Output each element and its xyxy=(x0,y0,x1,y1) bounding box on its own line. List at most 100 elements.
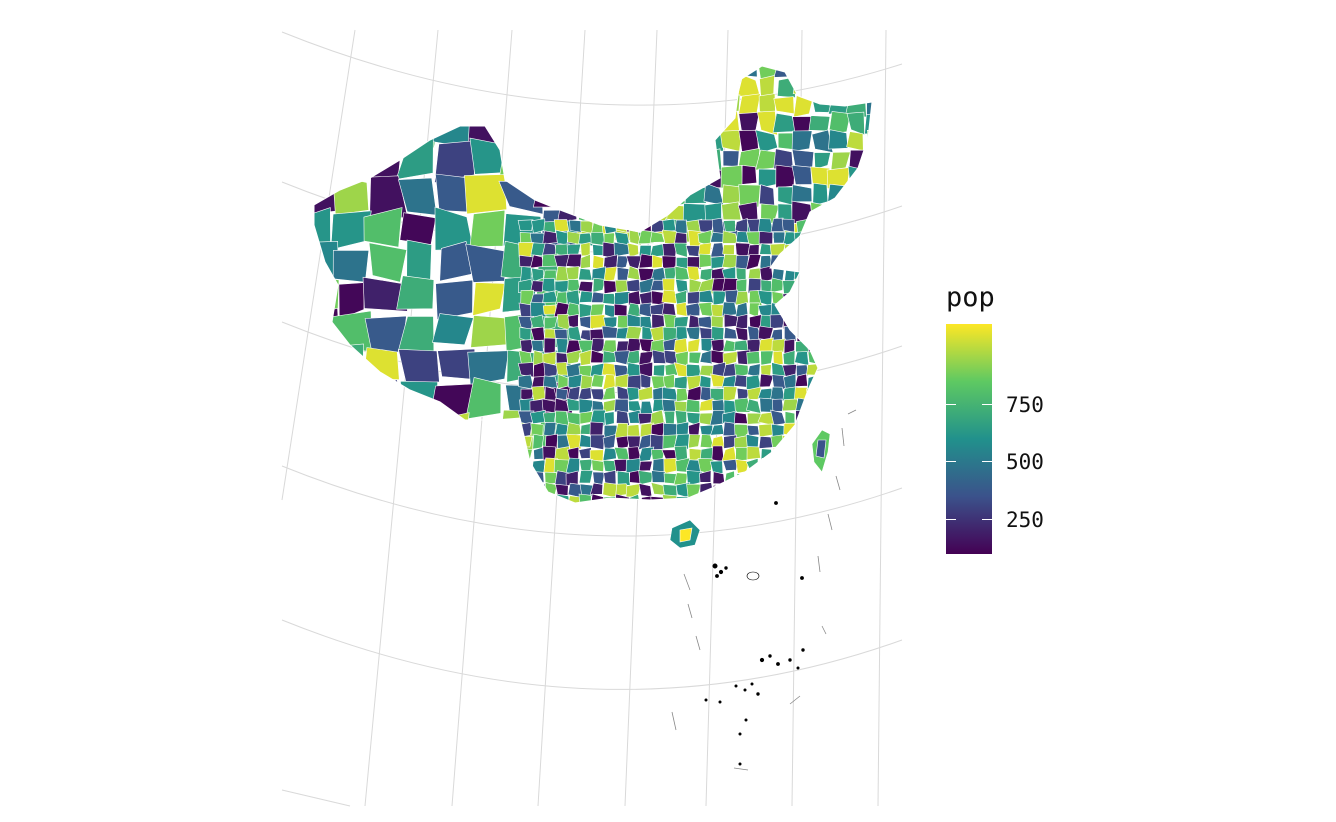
region-tile xyxy=(758,231,774,245)
region-tile xyxy=(722,66,744,80)
region-tile xyxy=(328,138,373,185)
region-tile xyxy=(566,433,582,450)
region-tile xyxy=(553,219,570,233)
region-tile xyxy=(759,509,773,521)
region-tile xyxy=(575,186,600,207)
region-tile xyxy=(686,470,701,487)
region-tile xyxy=(772,350,784,366)
region-tile xyxy=(531,459,546,474)
region-tile xyxy=(558,186,580,206)
region-tile xyxy=(637,433,652,451)
region-tile xyxy=(866,94,872,117)
legend-color-bar xyxy=(946,324,992,554)
region-tile xyxy=(687,256,702,270)
region-tile xyxy=(589,493,607,503)
region-tile xyxy=(566,397,582,412)
region-tile xyxy=(434,140,475,184)
region-tile xyxy=(565,266,580,282)
region-tile xyxy=(591,459,605,473)
region-tile xyxy=(632,204,649,225)
region-tile xyxy=(640,400,654,415)
region-tile xyxy=(735,446,750,462)
region-tile xyxy=(817,279,833,292)
region-tile xyxy=(530,506,545,520)
region-tile xyxy=(615,165,636,190)
region-tile xyxy=(406,239,432,283)
region-tile xyxy=(807,301,822,319)
region-tile xyxy=(651,349,667,364)
region-tile xyxy=(701,95,724,115)
region-tile xyxy=(638,302,652,318)
region-tile xyxy=(721,375,738,389)
region-tile xyxy=(846,131,864,152)
region-tile xyxy=(722,351,739,367)
region-tile xyxy=(734,412,748,425)
region-tile xyxy=(332,378,370,416)
region-tile xyxy=(398,348,440,385)
region-tile xyxy=(769,314,786,329)
region-tile xyxy=(640,495,652,503)
region-tile xyxy=(541,277,556,294)
legend-tick-label: 500 xyxy=(1006,450,1044,474)
region-tile xyxy=(596,66,617,80)
region-tile xyxy=(638,253,655,269)
region-tile xyxy=(684,114,706,135)
region-tile xyxy=(723,219,736,233)
region-tile xyxy=(735,302,749,319)
region-tile xyxy=(710,242,725,258)
region-tile xyxy=(555,361,569,376)
region-tile xyxy=(746,446,761,460)
region-tile xyxy=(555,483,569,496)
region-tile xyxy=(686,375,702,391)
region-tile xyxy=(646,80,667,99)
region-tile xyxy=(329,417,375,447)
region-tile xyxy=(530,280,546,293)
china-outline-border xyxy=(313,65,873,504)
region-tile xyxy=(629,187,650,207)
region-tile xyxy=(686,363,702,378)
region-tile xyxy=(865,167,872,187)
region-tile xyxy=(610,183,635,206)
region-tile xyxy=(817,482,833,497)
region-tile xyxy=(589,328,604,342)
region-tile xyxy=(661,289,677,304)
region-tile xyxy=(633,166,653,189)
region-tile xyxy=(745,254,762,271)
region-tile xyxy=(687,338,701,353)
region-tile xyxy=(698,253,713,268)
region-tile xyxy=(758,470,775,485)
region-tile xyxy=(579,349,592,366)
region-tile xyxy=(529,409,546,425)
region-tile xyxy=(673,242,688,258)
region-tile xyxy=(793,265,810,281)
region-tile xyxy=(791,184,813,203)
region-tile xyxy=(792,66,815,82)
region-tile xyxy=(862,75,872,99)
region-tile xyxy=(566,349,583,365)
region-tile xyxy=(601,339,617,353)
region-tile xyxy=(646,129,669,149)
region-tile xyxy=(795,435,810,449)
region-tile xyxy=(781,218,795,233)
region-tile xyxy=(589,421,604,438)
region-tile xyxy=(723,313,739,328)
region-tile xyxy=(641,507,652,522)
region-tile xyxy=(711,361,727,378)
region-tile xyxy=(817,218,834,233)
region-tile xyxy=(806,363,823,376)
region-tile xyxy=(794,256,810,270)
region-tile xyxy=(685,398,701,413)
region-tile xyxy=(805,278,823,295)
region-tile xyxy=(689,508,701,522)
region-tile xyxy=(747,469,762,485)
region-tile xyxy=(795,422,810,438)
region-tile xyxy=(558,96,580,116)
region-tile xyxy=(369,109,408,147)
region-tile xyxy=(614,398,629,413)
region-tile xyxy=(518,494,535,503)
region-tile xyxy=(719,129,743,152)
region-tile xyxy=(574,92,598,118)
region-tile xyxy=(648,164,671,188)
region-tile xyxy=(610,66,633,82)
region-tile xyxy=(759,184,775,207)
